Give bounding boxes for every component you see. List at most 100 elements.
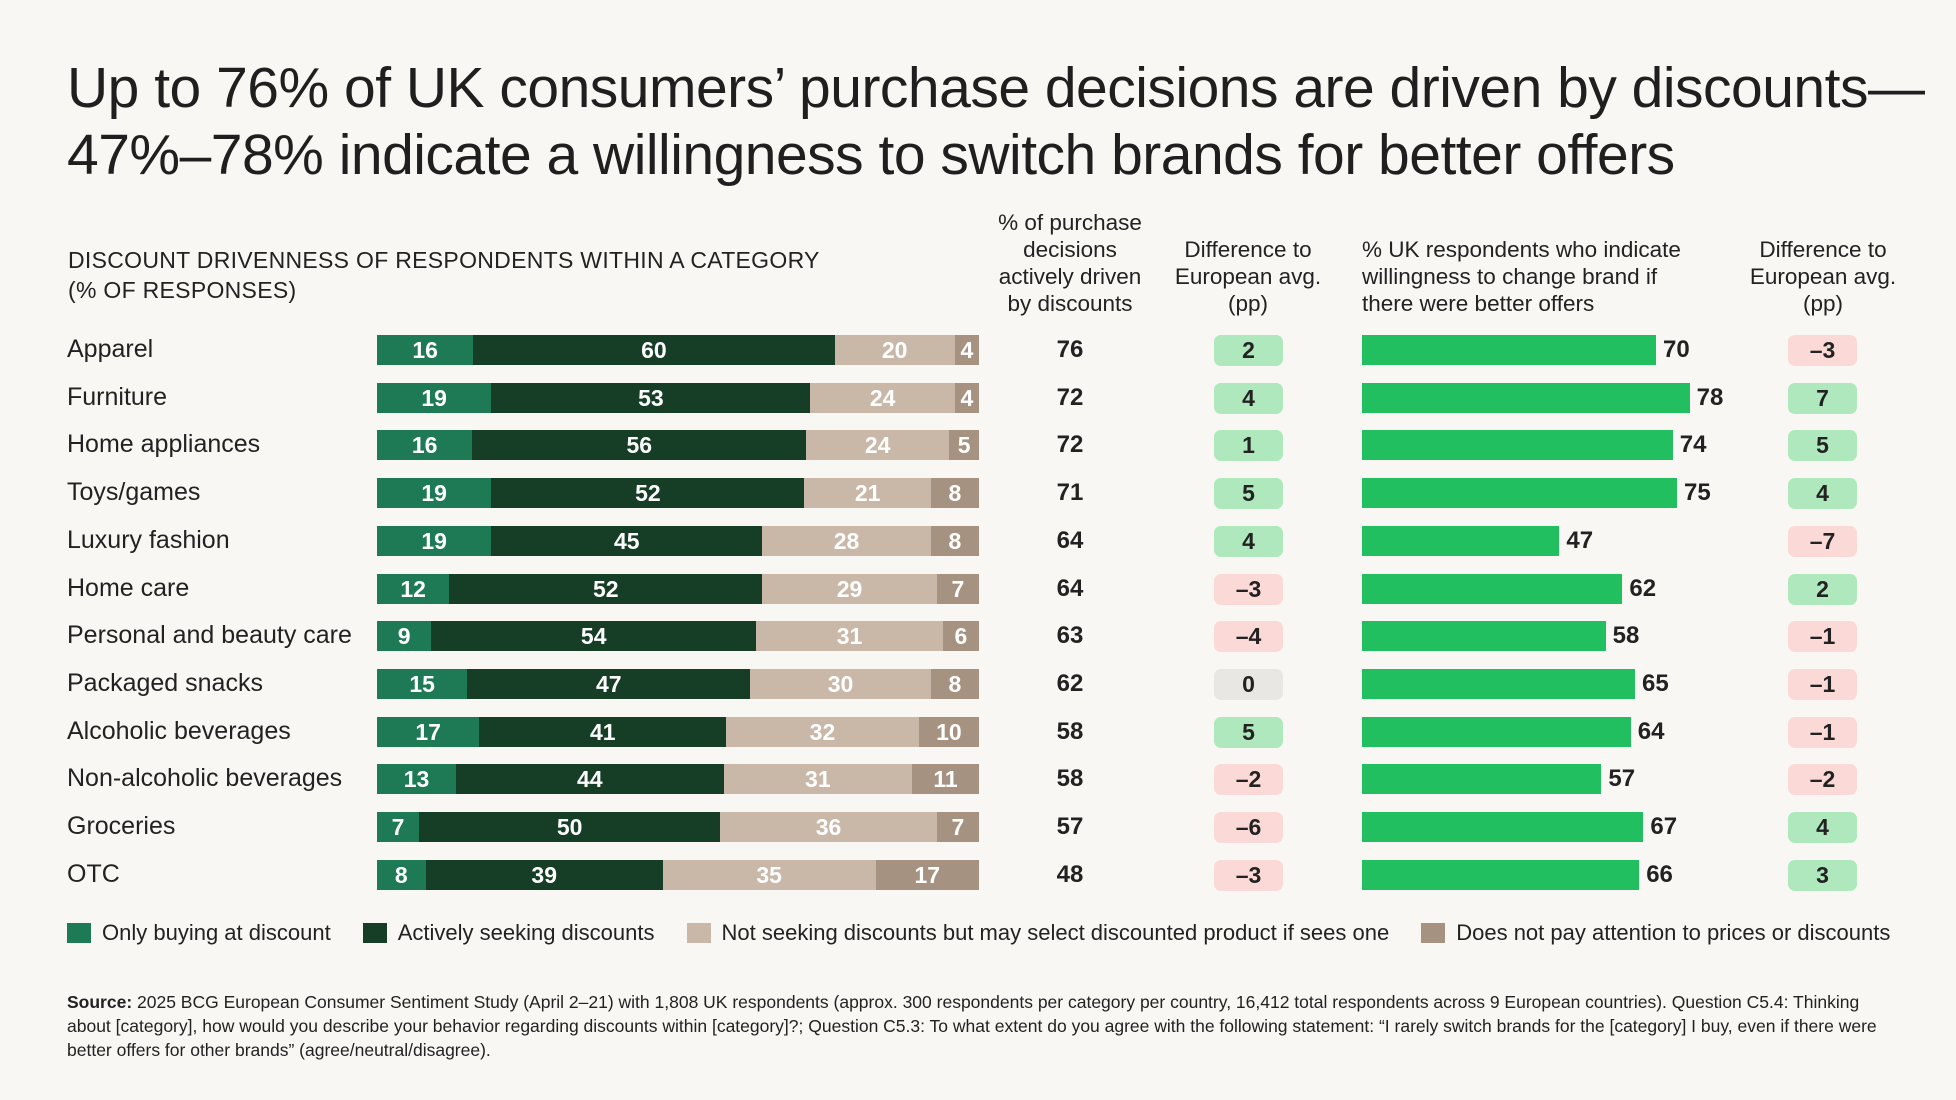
bar-segment: 31 [723, 764, 913, 794]
bar-segment: 12 [377, 574, 450, 604]
category-label: Home care [67, 574, 190, 602]
header-pct-driven-line: % of purchase [998, 210, 1142, 235]
diff-badge: –6 [1214, 812, 1283, 843]
bar-segment: 31 [756, 621, 943, 651]
bar-segment: 41 [479, 717, 727, 747]
stacked-bar: 17 41 32 10 [377, 717, 979, 747]
willingness-value: 62 [1629, 575, 1657, 602]
willingness-bar [1362, 478, 1677, 508]
bar-segment: 19 [377, 478, 492, 508]
bar-segment: 21 [804, 478, 931, 508]
category-label: Luxury fashion [67, 526, 230, 554]
subtitle-line-2: (% OF RESPONSES) [68, 277, 297, 303]
header-willingness-line: willingness to change brand if [1362, 264, 1658, 289]
diff-badge: –3 [1788, 335, 1857, 366]
category-label: Toys/games [67, 478, 201, 506]
pct-driven-value: 48 [1056, 861, 1084, 888]
bar-segment: 52 [491, 478, 805, 508]
legend-item: Does not pay attention to prices or disc… [1421, 920, 1890, 946]
legend-swatch [686, 923, 711, 943]
bar-segment: 7 [377, 812, 420, 842]
category-label: Home appliances [67, 430, 261, 458]
bar-segment: 56 [472, 430, 807, 460]
pct-driven-value: 64 [1056, 575, 1084, 602]
stacked-bar: 7 50 36 7 [377, 812, 979, 842]
bar-segment: 52 [449, 574, 763, 604]
stacked-bar: 8 39 35 17 [377, 860, 979, 890]
source-label: Source: [67, 992, 133, 1012]
diff-badge: 4 [1788, 812, 1857, 843]
legend-item: Only buying at discount [67, 920, 331, 946]
diff-badge: –4 [1214, 621, 1283, 652]
bar-segment: 32 [726, 717, 919, 747]
bar-segment: 5 [949, 430, 979, 460]
bar-segment: 50 [419, 812, 721, 842]
bar-segment: 60 [473, 335, 835, 365]
legend-item: Not seeking discounts but may select dis… [686, 920, 1389, 946]
category-label: Furniture [67, 383, 168, 411]
bar-segment: 47 [467, 669, 751, 699]
legend-label: Does not pay attention to prices or disc… [1456, 920, 1891, 945]
pct-driven-value: 64 [1056, 527, 1084, 554]
diff-badge: 2 [1788, 574, 1857, 605]
willingness-bar [1362, 430, 1673, 460]
bar-segment: 17 [377, 717, 480, 747]
bar-segment: 16 [377, 335, 474, 365]
stacked-bar: 13 44 31 11 [377, 764, 979, 794]
bar-segment: 7 [936, 812, 979, 842]
willingness-bar [1362, 812, 1644, 842]
bar-segment: 9 [377, 621, 432, 651]
willingness-bar [1362, 574, 1623, 604]
category-label: Packaged snacks [67, 669, 263, 697]
header-diff-2-line: European avg. [1749, 264, 1897, 289]
willingness-bar [1362, 860, 1640, 890]
bar-segment: 24 [806, 430, 950, 460]
willingness-bar [1362, 669, 1635, 699]
willingness-value: 47 [1566, 527, 1594, 554]
stacked-bar: 19 45 28 8 [377, 526, 979, 556]
willingness-bar [1362, 526, 1560, 556]
diff-badge: 0 [1214, 669, 1283, 700]
diff-badge: 5 [1214, 478, 1283, 509]
pct-driven-value: 63 [1056, 622, 1084, 649]
header-diff-1-line: Difference to [1184, 237, 1312, 262]
category-label: Apparel [67, 335, 154, 363]
diff-badge: 3 [1788, 860, 1857, 891]
legend-swatch [1421, 923, 1446, 943]
pct-driven-value: 72 [1056, 431, 1084, 458]
willingness-value: 66 [1646, 861, 1673, 888]
stacked-bar: 16 56 24 5 [377, 430, 979, 460]
category-label: Alcoholic beverages [67, 717, 291, 745]
diff-badge: –2 [1788, 764, 1857, 795]
bar-segment: 28 [762, 526, 931, 556]
bar-segment: 45 [491, 526, 763, 556]
bar-segment: 54 [431, 621, 757, 651]
header-diff-1-line: (pp) [1227, 291, 1268, 316]
bar-segment: 19 [377, 383, 492, 413]
diff-badge: 5 [1788, 430, 1857, 461]
subtitle-line-1: DISCOUNT DRIVENNESS OF RESPONDENTS WITHI… [68, 247, 820, 273]
bar-segment: 13 [377, 764, 457, 794]
bar-segment: 44 [456, 764, 724, 794]
bar-segment: 15 [377, 669, 468, 699]
header-diff-2: Difference to European avg. (pp) [1738, 236, 1908, 317]
diff-badge: –7 [1788, 526, 1857, 557]
source-note: Source: 2025 BCG European Consumer Senti… [67, 990, 1907, 1062]
category-label: OTC [67, 860, 120, 888]
willingness-value: 70 [1663, 336, 1690, 363]
willingness-bar [1362, 621, 1606, 651]
bar-segment: 53 [491, 383, 811, 413]
bar-segment: 8 [377, 860, 426, 890]
bar-segment: 17 [875, 860, 979, 890]
willingness-value: 65 [1642, 670, 1669, 697]
stacked-bar: 9 54 31 6 [377, 621, 979, 651]
diff-badge: 4 [1214, 383, 1283, 414]
legend-item: Actively seeking discounts [362, 920, 655, 946]
willingness-value: 75 [1684, 479, 1711, 506]
bar-segment: 19 [377, 526, 492, 556]
bar-segment: 39 [425, 860, 663, 890]
bar-segment: 30 [750, 669, 931, 699]
willingness-value: 67 [1650, 813, 1678, 840]
bar-segment: 16 [377, 430, 473, 460]
willingness-bar [1362, 764, 1602, 794]
